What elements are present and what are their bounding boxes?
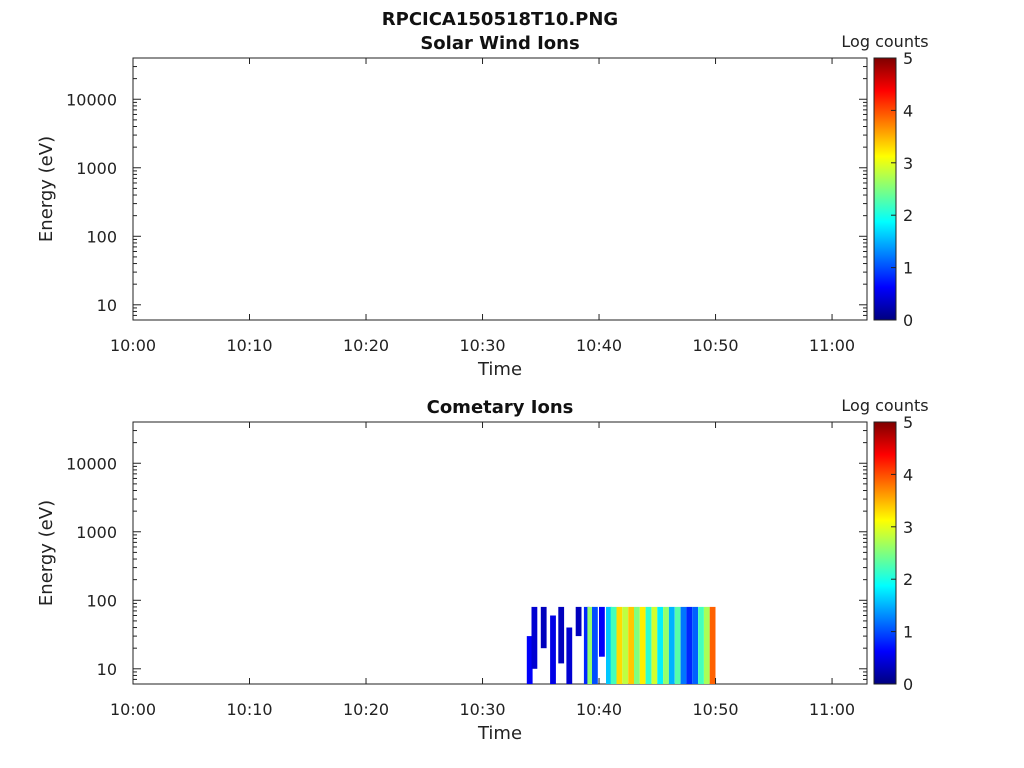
x-tick-label: 10:50 (692, 700, 738, 719)
x-tick-label: 10:10 (226, 336, 272, 355)
colorbar (873, 421, 897, 685)
x-tick-label: 10:00 (110, 700, 156, 719)
colorbar-tick-label: 0 (903, 675, 913, 694)
colorbar (873, 57, 897, 321)
plot-area (132, 421, 868, 685)
spectrogram-cell (680, 606, 687, 684)
y-axis: 10 100 1000 10000 (66, 57, 867, 321)
spectrogram-cell (645, 606, 652, 684)
colorbar-tick-label: 1 (903, 623, 913, 642)
spectrogram-cell (540, 606, 547, 649)
spectrogram-cell (599, 606, 605, 657)
spectrogram-cells (526, 606, 716, 684)
y-tick-label: 100 (86, 591, 117, 610)
colorbar-ticks: 0 1 2 3 4 5 (891, 49, 913, 330)
colorbar-tick-label: 4 (903, 101, 913, 120)
spectrogram-cell (610, 606, 617, 684)
y-tick-label: 10000 (66, 454, 117, 473)
spectrogram-cell (616, 606, 623, 684)
panel-title: Solar Wind Ions (420, 33, 579, 54)
x-tick-label: 10:20 (343, 336, 389, 355)
spectrogram-cell (575, 606, 582, 637)
colorbar-tick-label: 3 (903, 154, 913, 173)
cometary-ions-panel: Cometary Ions 10:00 10:10 10:20 10:30 10:40 1… (36, 396, 929, 744)
x-tick-label: 10:30 (459, 336, 505, 355)
x-tick-label: 10:30 (459, 700, 505, 719)
spectrogram-cell (566, 627, 573, 684)
x-axis-label: Time (477, 359, 522, 380)
spectrogram-cell (550, 615, 556, 684)
spectrogram-cell (698, 606, 704, 684)
x-tick-label: 10:40 (576, 336, 622, 355)
colorbar-tick-label: 2 (903, 206, 913, 225)
y-tick-label: 1000 (76, 523, 117, 542)
colorbar-tick-label: 2 (903, 570, 913, 589)
x-tick-label: 10:00 (110, 336, 156, 355)
x-tick-label: 11:00 (809, 336, 855, 355)
solar-wind-panel: Solar Wind Ions 10:00 10:10 10:20 10:30 10:4… (36, 32, 929, 380)
colorbar-tick-label: 5 (903, 413, 913, 432)
colorbar-label: Log counts (841, 32, 928, 51)
colorbar-tick-label: 3 (903, 518, 913, 537)
colorbar-ticks: 0 1 2 3 4 5 (891, 413, 913, 694)
colorbar-tick-label: 0 (903, 311, 913, 330)
figure-title: RPCICA150518T10.PNG (382, 9, 618, 30)
spectrogram-cell (651, 606, 658, 684)
spectrogram-cell (692, 606, 698, 684)
y-tick-label: 10000 (66, 90, 117, 109)
colorbar-tick-label: 5 (903, 49, 913, 68)
y-tick-label: 1000 (76, 159, 117, 178)
spectrogram-cell (663, 606, 669, 684)
x-axis-label: Time (477, 723, 522, 744)
spectrogram-cell (583, 606, 590, 684)
plot-area (132, 57, 868, 321)
spectrogram-cell (587, 606, 594, 684)
spectrogram-cell (657, 606, 664, 684)
spectrogram-cell (622, 606, 629, 684)
colorbar-tick-label: 1 (903, 259, 913, 278)
panel-title: Cometary Ions (427, 397, 574, 418)
spectrogram-cell (628, 606, 634, 684)
x-tick-label: 10:40 (576, 700, 622, 719)
spectrogram-cell (703, 606, 710, 684)
y-axis: 10 100 1000 10000 (66, 421, 867, 685)
x-axis: 10:00 10:10 10:20 10:30 10:40 10:50 11:00 (110, 58, 855, 355)
x-tick-label: 10:20 (343, 700, 389, 719)
y-axis-label: Energy (eV) (36, 136, 57, 242)
spectrogram-cell (639, 606, 646, 684)
x-axis: 10:00 10:10 10:20 10:30 10:40 10:50 11:00 (110, 422, 855, 719)
spectrogram-cell (531, 606, 538, 669)
spectrogram-cell (592, 606, 598, 684)
spectrogram-cell (634, 606, 640, 684)
spectrogram-cell (558, 606, 565, 664)
y-axis-label: Energy (eV) (36, 500, 57, 606)
x-tick-label: 10:10 (226, 700, 272, 719)
spectrogram-cell (526, 636, 533, 684)
x-tick-label: 11:00 (809, 700, 855, 719)
y-tick-label: 10 (97, 660, 117, 679)
spectrogram-cell (686, 606, 693, 684)
y-tick-label: 100 (86, 227, 117, 246)
colorbar-label: Log counts (841, 396, 928, 415)
y-tick-label: 10 (97, 296, 117, 315)
spectrogram-cell (709, 606, 716, 684)
spectrogram-cell (674, 606, 681, 684)
spectrogram-cell (668, 606, 675, 684)
colorbar-tick-label: 4 (903, 465, 913, 484)
x-tick-label: 10:50 (692, 336, 738, 355)
spectrogram-cell (606, 606, 612, 684)
